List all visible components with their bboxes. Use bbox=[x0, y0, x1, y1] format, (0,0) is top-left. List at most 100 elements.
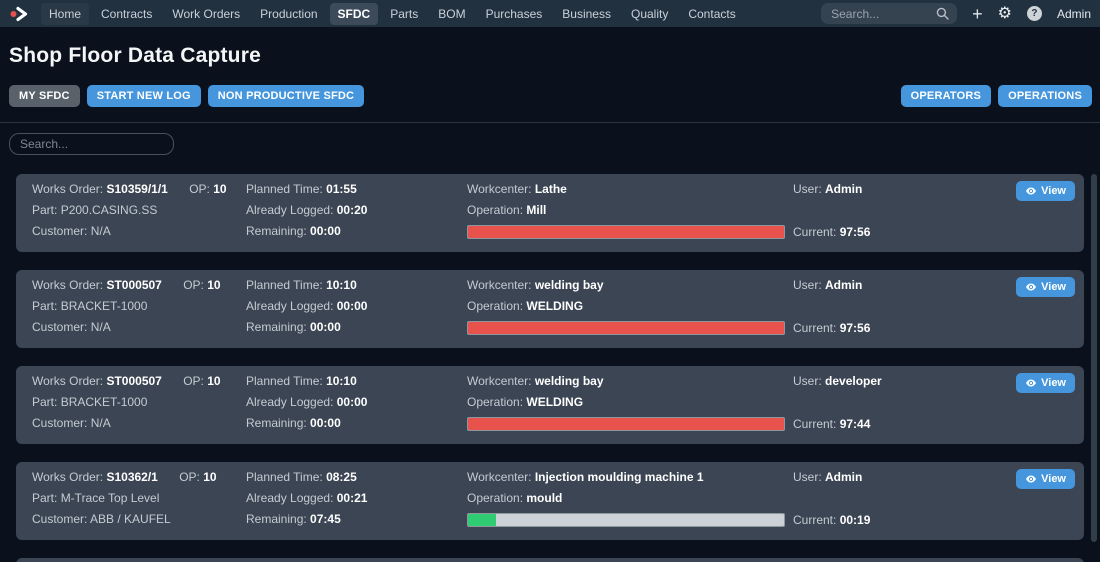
view-button-label: View bbox=[1041, 185, 1066, 197]
card-workcenter-column: Workcenter: welding bay Operation: WELDI… bbox=[467, 278, 785, 335]
operation-label: Operation: bbox=[467, 491, 524, 505]
nav-item-home[interactable]: Home bbox=[41, 2, 90, 25]
remaining-label: Remaining: bbox=[246, 224, 307, 238]
remaining-label: Remaining: bbox=[246, 512, 307, 526]
gear-icon[interactable]: ⚙ bbox=[997, 4, 1012, 22]
nav-item-quality[interactable]: Quality bbox=[630, 6, 669, 21]
op-label: OP: bbox=[183, 278, 204, 292]
operation-label: Operation: bbox=[467, 395, 524, 409]
workcenter-label: Workcenter: bbox=[467, 278, 532, 292]
sfdc-card: Works Order: ST000507 OP: 10 Part: BRACK… bbox=[16, 366, 1084, 444]
app-logo-icon[interactable] bbox=[9, 6, 31, 22]
card-workcenter-column: Workcenter: Lathe Operation: Mill bbox=[467, 182, 785, 239]
card-order-column: Works Order: ST000507 OP: 10 Part: BRACK… bbox=[32, 374, 221, 431]
user-value: Admin bbox=[825, 278, 863, 292]
view-button[interactable]: View bbox=[1016, 277, 1075, 297]
workcenter-value: Injection moulding machine 1 bbox=[534, 470, 704, 484]
card-time-column: Planned Time: 10:10 Already Logged: 00:0… bbox=[246, 278, 367, 335]
card-current-row: Current: 97:56 bbox=[793, 225, 870, 240]
list-filter-input[interactable] bbox=[9, 133, 174, 155]
operations-button[interactable]: OPERATIONS bbox=[998, 85, 1092, 107]
nav-item-bom[interactable]: BOM bbox=[438, 6, 466, 21]
operation-value: Mill bbox=[526, 203, 547, 217]
nav-item-parts[interactable]: Parts bbox=[390, 6, 419, 21]
nav-item-work-orders[interactable]: Work Orders bbox=[172, 6, 241, 21]
works-order-value: S10362/1 bbox=[106, 470, 158, 484]
customer-label: Customer: bbox=[32, 512, 88, 526]
customer-label: Customer: bbox=[32, 320, 88, 334]
my-sfdc-button[interactable]: MY SFDC bbox=[9, 85, 80, 107]
operators-button[interactable]: OPERATORS bbox=[900, 85, 992, 107]
start-new-log-button[interactable]: START NEW LOG bbox=[86, 85, 201, 107]
op-label: OP: bbox=[189, 182, 210, 196]
sfdc-card: Works Order: ST000507 OP: 10 Part: BRACK… bbox=[16, 270, 1084, 348]
planned-time-label: Planned Time: bbox=[246, 470, 323, 484]
already-logged-label: Already Logged: bbox=[246, 203, 334, 217]
operation-label: Operation: bbox=[467, 203, 524, 217]
progress-fill bbox=[468, 418, 784, 430]
card-order-column: Works Order: S10359/1/1 OP: 10 Part: P20… bbox=[32, 182, 227, 239]
operation-label: Operation: bbox=[467, 299, 524, 313]
progress-bar bbox=[467, 321, 785, 335]
current-value: 97:56 bbox=[839, 225, 871, 239]
user-menu[interactable]: Admin bbox=[1056, 6, 1091, 21]
help-icon[interactable]: ? bbox=[1026, 6, 1042, 21]
current-value: 00:19 bbox=[839, 513, 871, 527]
card-order-column: Works Order: S10362/1 OP: 10 Part: M-Tra… bbox=[32, 470, 217, 527]
customer-value: N/A bbox=[90, 416, 111, 430]
card-current-row: Current: 97:44 bbox=[793, 417, 870, 432]
part-label: Part: bbox=[32, 491, 58, 505]
nav-item-business[interactable]: Business bbox=[562, 6, 611, 21]
current-label: Current: bbox=[793, 225, 837, 239]
sfdc-card: Works Order: S10359/1/1 OP: 10 Part: P20… bbox=[16, 174, 1084, 252]
view-button-label: View bbox=[1041, 377, 1066, 389]
view-button[interactable]: View bbox=[1016, 469, 1075, 489]
progress-bar bbox=[467, 417, 785, 431]
op-label: OP: bbox=[183, 374, 204, 388]
remaining-value: 00:00 bbox=[310, 416, 341, 430]
non-productive-sfdc-button[interactable]: NON PRODUCTIVE SFDC bbox=[207, 85, 365, 107]
remaining-label: Remaining: bbox=[246, 416, 307, 430]
nav-item-purchases[interactable]: Purchases bbox=[485, 6, 543, 21]
nav-item-production[interactable]: Production bbox=[260, 6, 318, 21]
header-divider bbox=[0, 122, 1100, 123]
card-time-column: Planned Time: 10:10 Already Logged: 00:0… bbox=[246, 374, 367, 431]
card-user-row: User: Admin bbox=[793, 278, 862, 293]
card-time-column: Planned Time: 01:55 Already Logged: 00:2… bbox=[246, 182, 367, 239]
operation-value: WELDING bbox=[526, 395, 584, 409]
nav-item-contracts[interactable]: Contracts bbox=[101, 6, 153, 21]
search-icon bbox=[936, 7, 949, 20]
nav-item-sfdc[interactable]: SFDC bbox=[329, 2, 379, 25]
progress-bar bbox=[467, 225, 785, 239]
scrollbar-thumb[interactable] bbox=[1091, 174, 1097, 542]
workcenter-value: welding bay bbox=[534, 278, 604, 292]
page-title: Shop Floor Data Capture bbox=[9, 44, 261, 67]
works-order-label: Works Order: bbox=[32, 182, 104, 196]
add-icon[interactable]: + bbox=[972, 3, 983, 24]
remaining-label: Remaining: bbox=[246, 320, 307, 334]
view-button[interactable]: View bbox=[1016, 181, 1075, 201]
card-user-row: User: Admin bbox=[793, 182, 862, 197]
user-value: Admin bbox=[825, 182, 863, 196]
eye-icon bbox=[1026, 283, 1037, 291]
part-value: BRACKET-1000 bbox=[60, 299, 148, 313]
view-button-label: View bbox=[1041, 281, 1066, 293]
eye-icon bbox=[1026, 187, 1037, 195]
already-logged-value: 00:00 bbox=[336, 299, 368, 313]
view-button[interactable]: View bbox=[1016, 373, 1075, 393]
op-value: 10 bbox=[203, 470, 217, 484]
planned-time-label: Planned Time: bbox=[246, 278, 323, 292]
customer-value: ABB / KAUFEL bbox=[90, 512, 171, 526]
progress-bar bbox=[467, 513, 785, 527]
nav-item-contacts[interactable]: Contacts bbox=[688, 6, 736, 21]
progress-fill bbox=[468, 514, 497, 526]
customer-value: N/A bbox=[90, 320, 111, 334]
remaining-value: 07:45 bbox=[310, 512, 341, 526]
top-navbar: Home Contracts Work Orders Production SFDC Pa… bbox=[0, 0, 1100, 27]
part-value: M-Trace Top Level bbox=[60, 491, 160, 505]
global-search-input[interactable] bbox=[821, 3, 958, 24]
works-order-label: Works Order: bbox=[32, 374, 104, 388]
card-time-column: Planned Time: 08:25 Already Logged: 00:2… bbox=[246, 470, 367, 527]
user-value: developer bbox=[825, 374, 882, 388]
planned-time-label: Planned Time: bbox=[246, 182, 323, 196]
